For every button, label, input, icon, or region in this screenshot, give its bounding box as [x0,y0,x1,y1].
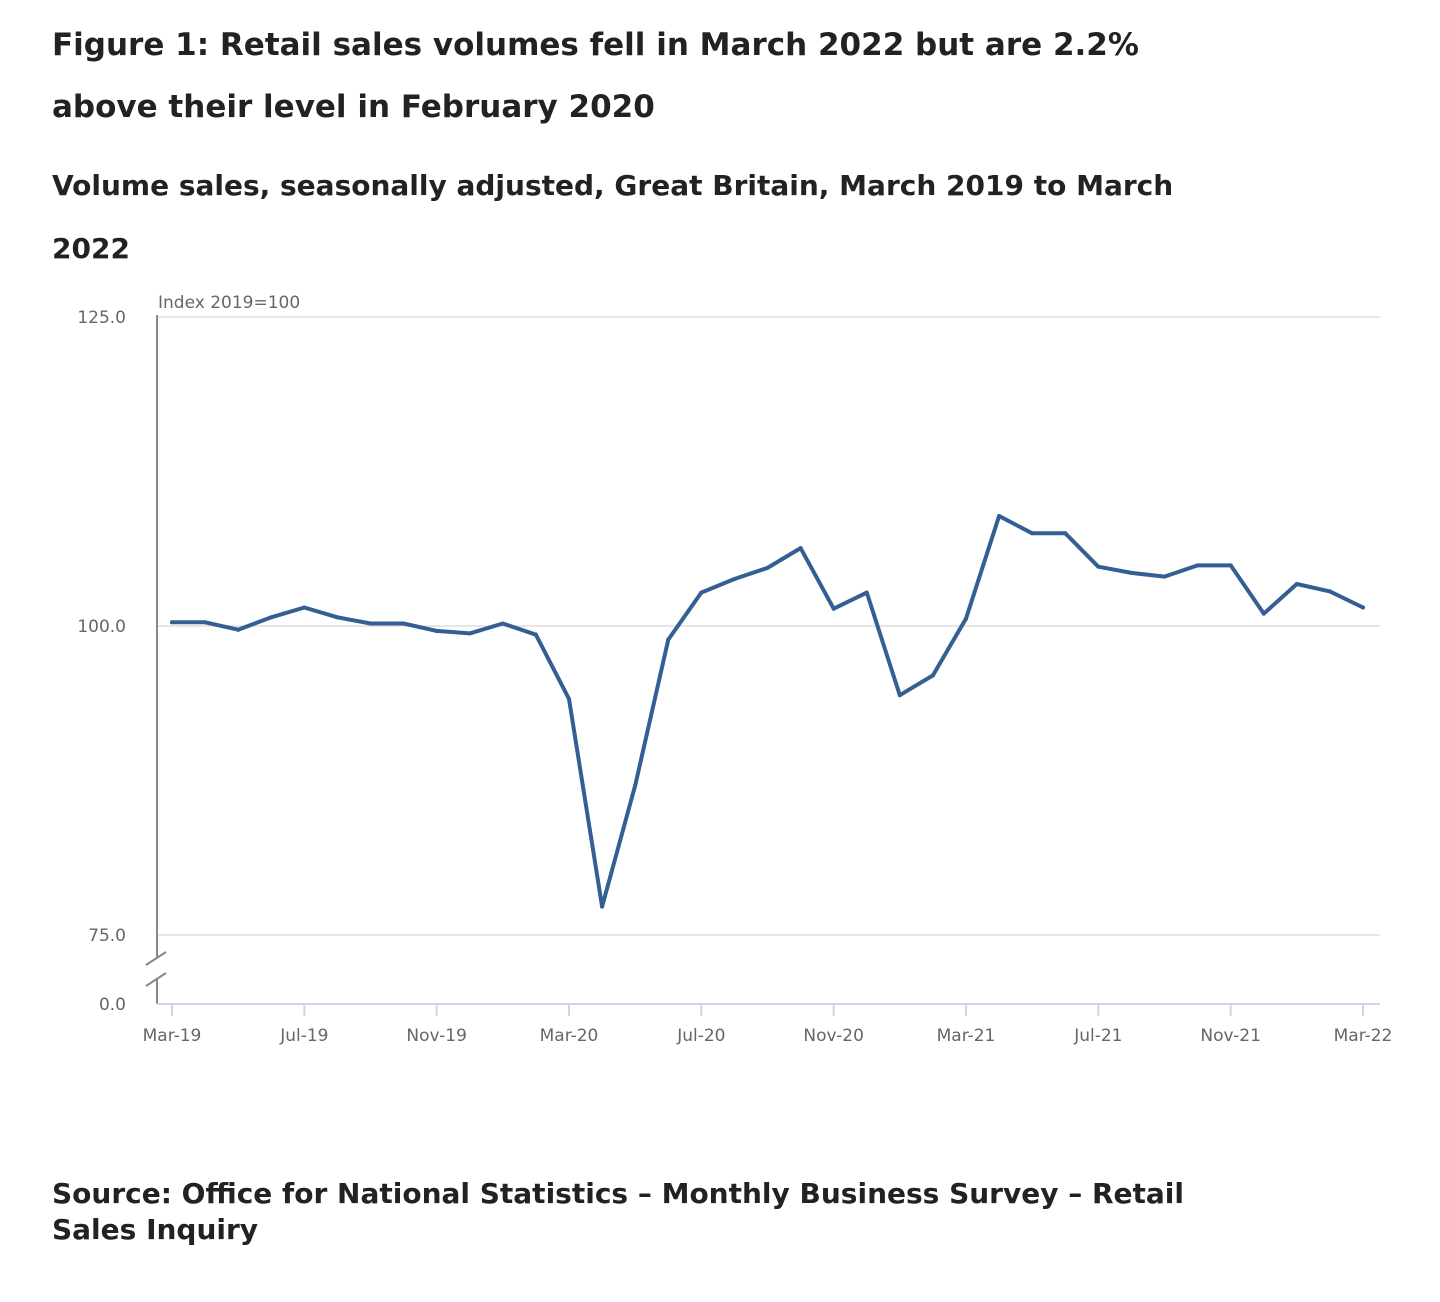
data-point[interactable] [1096,564,1101,569]
data-point[interactable] [335,615,340,620]
axis-break-mark [145,972,167,987]
data-point[interactable] [1162,574,1167,579]
x-tick-label: Nov-20 [803,1026,864,1046]
data-point[interactable] [302,605,307,610]
x-tick-label: Nov-21 [1200,1026,1261,1046]
x-tick-label: Mar-22 [1334,1026,1393,1046]
data-point[interactable] [401,621,406,626]
data-point[interactable] [1294,581,1299,586]
data-point[interactable] [600,904,605,909]
x-tick-label: Jul-20 [676,1026,725,1046]
source-note: Source: Office for National Statistics –… [52,1177,1184,1246]
data-point[interactable] [666,637,671,642]
data-point[interactable] [699,590,704,595]
data-point[interactable] [203,620,208,625]
data-point[interactable] [170,620,174,625]
x-tick-label: Mar-21 [937,1026,996,1046]
data-point[interactable] [434,628,439,633]
data-point[interactable] [567,696,571,701]
data-point[interactable] [1195,563,1200,568]
x-tick-label: Mar-20 [540,1026,599,1046]
data-point[interactable] [533,632,538,637]
data-point[interactable] [1228,563,1233,568]
x-tick-label: Jul-19 [279,1026,328,1046]
y-axis-label: Index 2019=100 [158,293,300,313]
data-point[interactable] [831,606,836,611]
y-tick-label: 75.0 [88,926,126,946]
data-point[interactable] [467,631,472,636]
data-point[interactable] [930,673,935,678]
data-point[interactable] [500,621,505,626]
series-line [170,514,1365,909]
data-point[interactable] [236,627,241,632]
y-tick-label: 100.0 [77,617,126,637]
x-tick-label: Mar-19 [143,1026,202,1046]
axis-break-mark [145,951,167,966]
chart-subtitle: Volume sales, seasonally adjusted, Great… [52,169,1174,265]
data-point[interactable] [1129,570,1134,575]
data-point[interactable] [864,590,869,595]
data-point[interactable] [765,565,770,570]
data-point[interactable] [368,621,373,626]
data-point[interactable] [1030,531,1035,536]
data-point[interactable] [732,577,737,582]
data-point[interactable] [1063,531,1068,536]
data-point[interactable] [997,513,1002,518]
y-tick-label: 0.0 [99,995,126,1015]
data-point[interactable] [269,615,274,620]
x-tick-label: Jul-21 [1073,1026,1122,1046]
data-point[interactable] [798,546,803,551]
data-point[interactable] [1327,589,1332,594]
data-point[interactable] [964,616,968,621]
data-point[interactable] [1361,605,1365,610]
data-point[interactable] [897,693,902,698]
data-point[interactable] [1261,611,1266,616]
chart-title: Figure 1: Retail sales volumes fell in M… [52,27,1139,125]
x-tick-label: Nov-19 [406,1026,467,1046]
y-tick-label: 125.0 [77,308,126,328]
data-point[interactable] [633,783,638,788]
